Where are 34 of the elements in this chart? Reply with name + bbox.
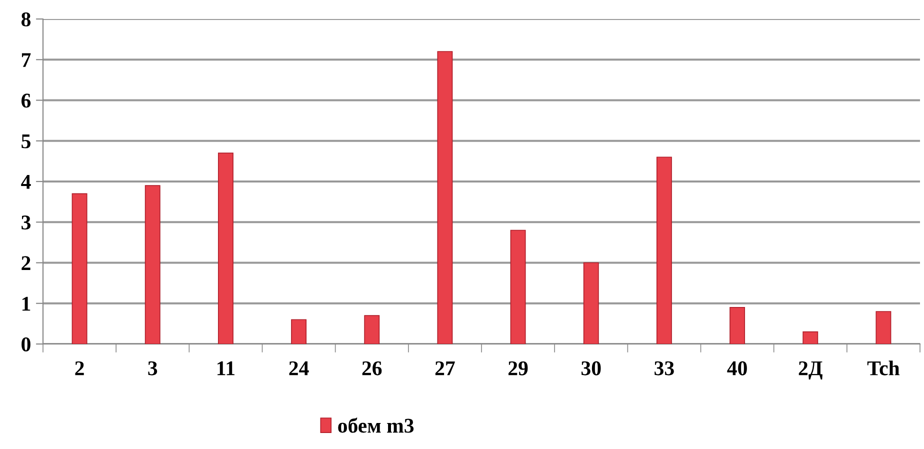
- y-tick-label: 7: [22, 53, 31, 67]
- x-tick-label: 2: [75, 361, 84, 376]
- bar: [656, 156, 672, 344]
- bar: [291, 319, 307, 344]
- x-tick-label: 30: [581, 361, 601, 376]
- bar: [583, 262, 599, 344]
- y-tick-label: 4: [21, 175, 31, 189]
- x-tick-label: 3: [148, 361, 158, 376]
- y-tick-label: 2: [22, 256, 30, 270]
- bar: [437, 51, 453, 344]
- y-tick-label: 8: [21, 12, 31, 26]
- x-tick-label: Tch: [867, 360, 900, 376]
- bar: [144, 185, 160, 344]
- bar: [802, 331, 818, 344]
- x-tick-label: 40: [727, 361, 747, 376]
- x-tick-label: 2Д: [798, 361, 822, 380]
- bar: [72, 193, 88, 344]
- x-tick-label: 29: [508, 361, 528, 376]
- y-tick-label: 0: [22, 337, 30, 352]
- bar: [218, 152, 234, 344]
- y-tick-label: 3: [22, 216, 30, 230]
- y-tick-label: 1: [22, 296, 30, 311]
- bar: [510, 230, 526, 344]
- legend-label: обем m3: [338, 418, 414, 433]
- x-tick-label: 33: [654, 361, 674, 376]
- x-tick-label: 24: [289, 361, 309, 376]
- y-tick-label: 5: [22, 134, 30, 148]
- x-tick-label: 26: [362, 361, 382, 376]
- bar: [364, 315, 380, 344]
- bar: [730, 307, 746, 344]
- y-tick-label: 6: [21, 94, 31, 108]
- bar: [876, 311, 892, 344]
- x-tick-label: 27: [435, 361, 455, 376]
- x-tick-label: 11: [218, 361, 234, 376]
